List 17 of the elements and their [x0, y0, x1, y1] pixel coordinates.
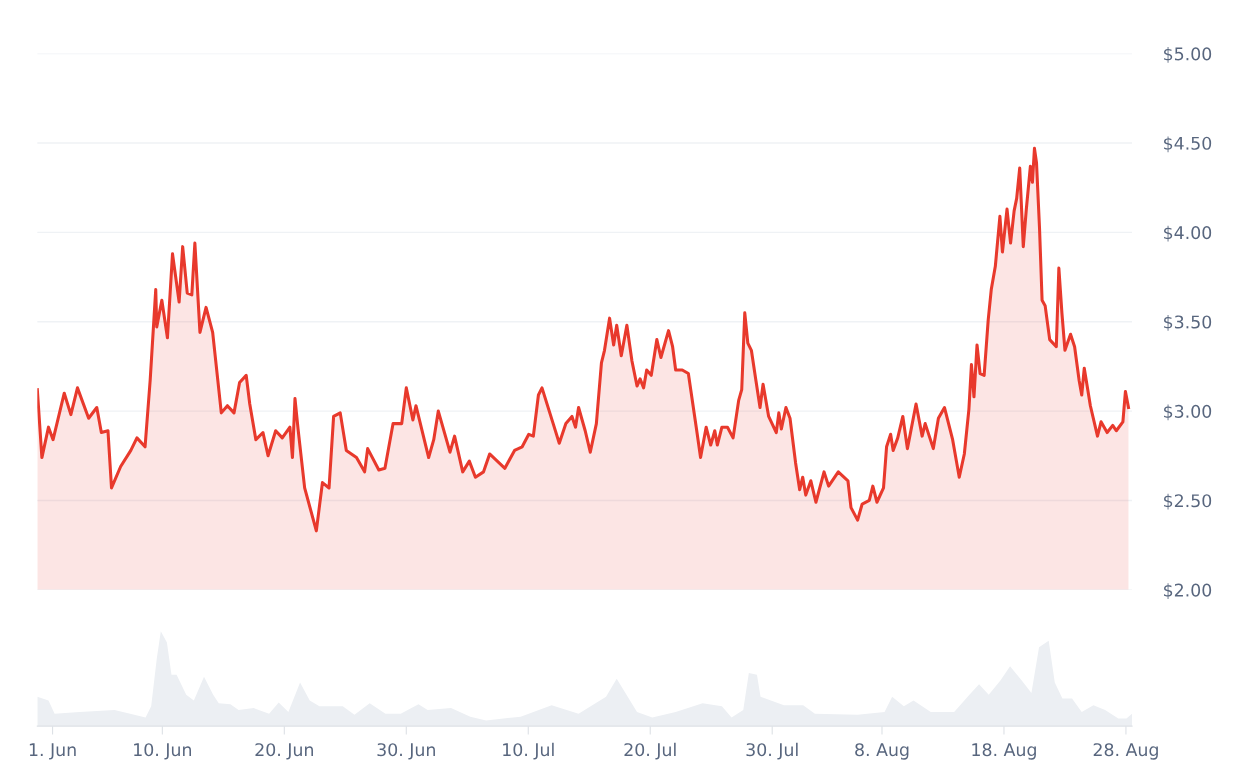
y-tick-label: $5.00 [1164, 47, 1212, 63]
x-tick-label: 18. Aug [972, 743, 1036, 760]
y-tick-label: $4.50 [1164, 136, 1212, 153]
x-tick-label: 30. Jun [377, 743, 435, 760]
y-tick-label: $3.50 [1164, 315, 1212, 331]
x-tick-label: 10. Jul [503, 742, 554, 760]
x-tick-label: 20. Jun [255, 743, 313, 760]
x-tick-label: 28. Aug [1093, 743, 1158, 760]
y-tick-label: $3.00 [1164, 404, 1212, 421]
x-tick-label: 10. Jun [134, 743, 191, 760]
x-tick-label: 30. Jul [746, 742, 798, 760]
y-tick-label: $4.00 [1164, 225, 1212, 242]
y-tick-label: $2.50 [1164, 493, 1212, 510]
y-tick-label: $2.00 [1164, 583, 1212, 599]
x-tick-label: 20. Jul [624, 742, 676, 760]
x-tick-label: 1. Jun [29, 743, 76, 760]
x-tick-label: 8. Aug [855, 743, 909, 760]
